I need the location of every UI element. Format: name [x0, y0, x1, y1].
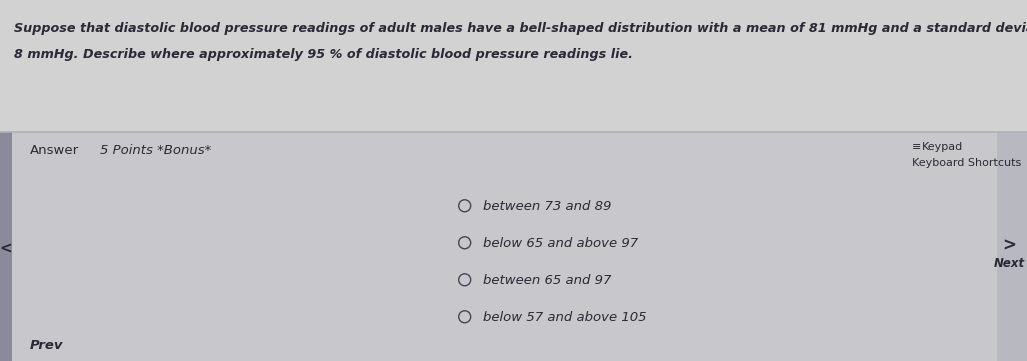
Text: Suppose that diastolic blood pressure readings of adult males have a bell-shaped: Suppose that diastolic blood pressure re… [14, 22, 1027, 35]
Text: below 57 and above 105: below 57 and above 105 [483, 311, 646, 324]
Text: >: > [1002, 237, 1016, 255]
Text: between 65 and 97: between 65 and 97 [483, 274, 611, 287]
Text: <: < [0, 242, 12, 257]
Text: Prev: Prev [30, 339, 64, 352]
Bar [0, 132, 1027, 361]
Text: Next: Next [993, 257, 1025, 270]
Text: 5 Points *Bonus*: 5 Points *Bonus* [100, 144, 212, 157]
Bar [0, 0, 1027, 132]
Text: 8 mmHg. Describe where approximately 95 % of diastolic blood pressure readings l: 8 mmHg. Describe where approximately 95 … [14, 48, 633, 61]
Bar [0, 132, 12, 361]
Text: Keyboard Shortcuts: Keyboard Shortcuts [912, 158, 1021, 168]
Bar [997, 132, 1027, 361]
Text: ≡: ≡ [912, 142, 921, 152]
Text: Answer: Answer [30, 144, 79, 157]
Text: below 65 and above 97: below 65 and above 97 [483, 237, 638, 250]
Text: between 73 and 89: between 73 and 89 [483, 200, 611, 213]
Text: Keypad: Keypad [922, 142, 963, 152]
